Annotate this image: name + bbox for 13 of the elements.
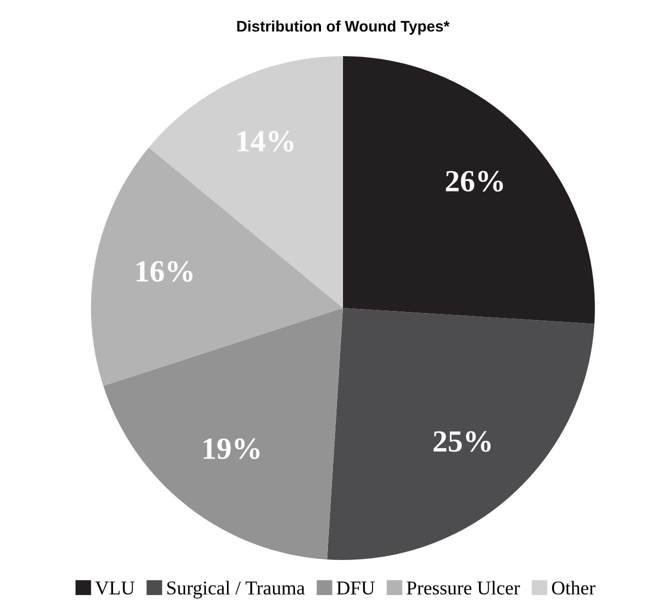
legend-label: Pressure Ulcer: [406, 580, 520, 595]
data-label: 25%: [434, 431, 491, 452]
pie-slice: [342, 56, 595, 324]
pie-slice: [327, 308, 594, 560]
legend-label: Surgical / Trauma: [167, 580, 305, 599]
data-label: 19%: [204, 438, 260, 460]
data-label: 16%: [136, 261, 192, 282]
data-label: 26%: [446, 170, 503, 192]
legend-label: VLU: [95, 582, 135, 595]
chart-title: Distribution of Wound Types*: [237, 20, 450, 35]
legend-label: DFU: [336, 582, 375, 595]
pie-slice: [103, 308, 343, 560]
legend-label: Other: [552, 580, 596, 595]
